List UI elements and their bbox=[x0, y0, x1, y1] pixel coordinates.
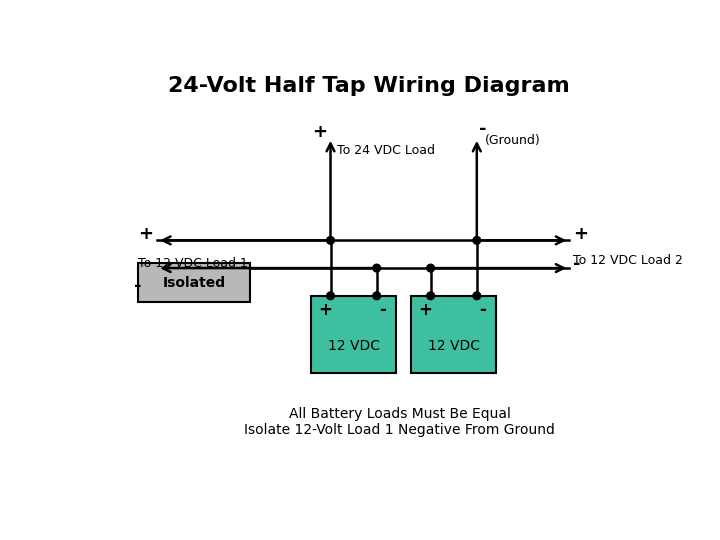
Text: (Ground): (Ground) bbox=[485, 134, 540, 147]
Text: To 24 VDC Load: To 24 VDC Load bbox=[337, 144, 435, 157]
Bar bbox=[411, 296, 496, 373]
Circle shape bbox=[327, 237, 334, 244]
Text: -: - bbox=[379, 301, 385, 319]
Circle shape bbox=[473, 237, 481, 244]
Circle shape bbox=[373, 292, 381, 300]
Text: -: - bbox=[479, 301, 485, 319]
Circle shape bbox=[427, 292, 434, 300]
Circle shape bbox=[473, 292, 481, 300]
Text: Isolated: Isolated bbox=[162, 276, 225, 289]
Text: 12 VDC: 12 VDC bbox=[328, 339, 379, 353]
Circle shape bbox=[327, 292, 334, 300]
Text: +: + bbox=[573, 225, 588, 243]
Circle shape bbox=[373, 264, 381, 272]
Text: +: + bbox=[312, 123, 327, 141]
Text: To 12 VDC Load 1: To 12 VDC Load 1 bbox=[138, 257, 248, 271]
Text: -: - bbox=[573, 255, 580, 273]
Bar bbox=[138, 264, 250, 302]
Text: +: + bbox=[418, 301, 432, 319]
Text: -: - bbox=[134, 278, 142, 295]
Text: +: + bbox=[318, 301, 332, 319]
Text: All Battery Loads Must Be Equal: All Battery Loads Must Be Equal bbox=[289, 408, 510, 421]
Text: To 12 VDC Load 2: To 12 VDC Load 2 bbox=[573, 254, 683, 267]
Bar bbox=[311, 296, 396, 373]
Text: +: + bbox=[138, 225, 153, 243]
Text: 12 VDC: 12 VDC bbox=[428, 339, 480, 353]
Text: -: - bbox=[479, 120, 487, 138]
Text: 24-Volt Half Tap Wiring Diagram: 24-Volt Half Tap Wiring Diagram bbox=[168, 76, 570, 96]
Text: Isolate 12-Volt Load 1 Negative From Ground: Isolate 12-Volt Load 1 Negative From Gro… bbox=[244, 423, 555, 437]
Circle shape bbox=[427, 264, 434, 272]
